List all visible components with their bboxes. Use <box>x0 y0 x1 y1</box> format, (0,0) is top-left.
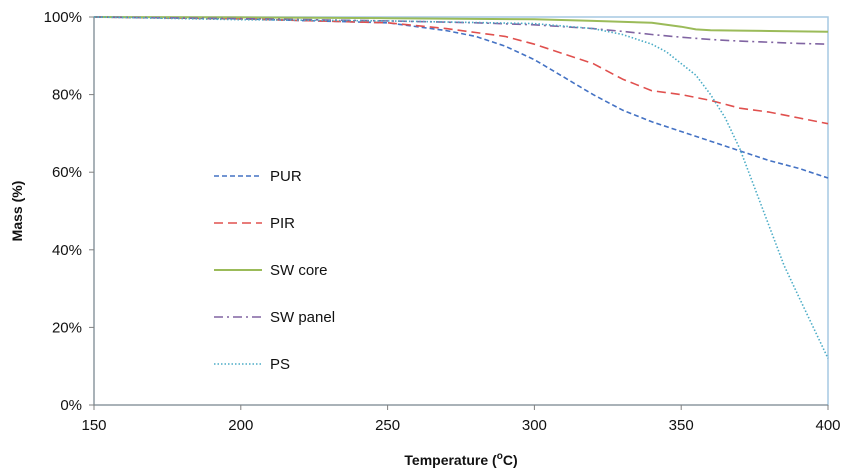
x-tick-label: 400 <box>815 417 840 434</box>
y-axis-title: Mass (%) <box>9 181 25 242</box>
series-lines <box>93 16 829 359</box>
series-line-ps <box>93 16 829 359</box>
y-tick-label: 100% <box>44 9 82 26</box>
plot-area-border <box>93 16 829 406</box>
legend-label-pir: PIR <box>270 215 295 232</box>
x-axis-title: Temperature (oC) <box>404 451 517 468</box>
x-tick-label: 250 <box>375 417 400 434</box>
legend-label-sw-core: SW core <box>270 262 328 279</box>
series-line-pur <box>93 16 829 179</box>
y-tick-label: 40% <box>52 242 82 259</box>
y-tick-label: 20% <box>52 319 82 336</box>
x-tick-label: 150 <box>81 417 106 434</box>
y-tick-label: 80% <box>52 87 82 104</box>
x-tick-label: 350 <box>669 417 694 434</box>
legend-label-pur: PUR <box>270 168 302 185</box>
x-tick-label: 200 <box>228 417 253 434</box>
legend: PUR PIR SW core SW panel PS <box>214 168 335 373</box>
y-tick-label: 0% <box>60 397 82 414</box>
y-tick-label: 60% <box>52 164 82 181</box>
legend-label-ps: PS <box>270 356 290 373</box>
legend-label-sw-panel: SW panel <box>270 309 335 326</box>
x-tick-label: 300 <box>522 417 547 434</box>
x-axis-ticks: 150 200 250 300 350 400 <box>81 405 841 434</box>
series-line-pir <box>93 16 829 125</box>
y-axis-ticks: 0% 20% 40% 60% 80% 100% <box>44 9 94 414</box>
series-line-sw-core <box>93 16 829 33</box>
